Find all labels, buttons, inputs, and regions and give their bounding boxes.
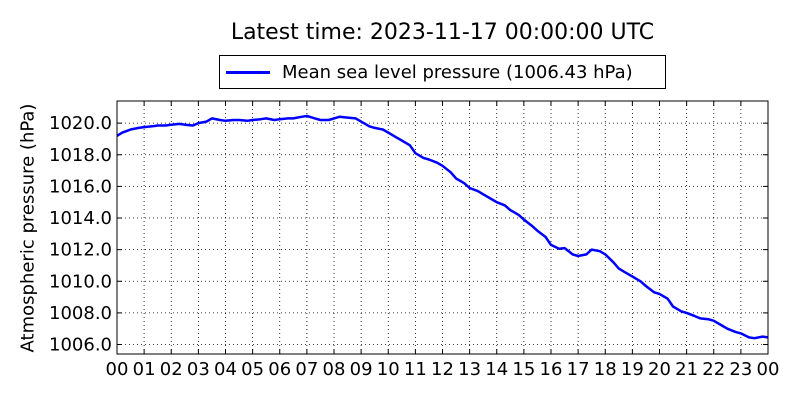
x-tick-label: 13 (458, 359, 481, 380)
x-tick-label: 12 (431, 359, 454, 380)
series-line-mean-sea-level-pressure (116, 114, 769, 340)
x-tick-label: 14 (485, 359, 508, 380)
y-tick-label: 1008.0 (49, 303, 112, 324)
x-tick-label: 20 (648, 359, 671, 380)
x-tick-label: 15 (512, 359, 535, 380)
y-tick-label: 1018.0 (49, 145, 112, 166)
x-tick-label: 00 (106, 359, 129, 380)
y-axis-label: Atmospheric pressure (hPa) (17, 103, 39, 353)
x-tick-label: 23 (729, 359, 752, 380)
x-tick-label: 02 (160, 359, 183, 380)
legend-line-swatch (226, 70, 270, 74)
x-tick-label: 19 (621, 359, 644, 380)
x-tick-label: 18 (594, 359, 617, 380)
x-tick-label: 07 (295, 359, 318, 380)
legend: Mean sea level pressure (1006.43 hPa) (219, 55, 666, 89)
x-tick-label: 03 (187, 359, 210, 380)
x-axis-ticks: 00 01 02 03 04 05 06 07 08 09 10 11 12 13 14 15 16 17 18 19… (106, 101, 780, 380)
y-axis-ticks: 1006.0 1008.0 1010.0 1012.0 1014.0 1016.0 1018… (49, 113, 768, 356)
y-tick-label: 1010.0 (49, 271, 112, 292)
chart-title: Latest time: 2023-11-17 00:00:00 UTC (230, 20, 655, 45)
y-tick-label: 1016.0 (49, 176, 112, 197)
x-tick-label: 09 (350, 359, 373, 380)
y-tick-label: 1020.0 (49, 113, 112, 134)
grid-lines (117, 101, 768, 354)
x-tick-label: 08 (323, 359, 346, 380)
x-tick-label: 01 (133, 359, 156, 380)
x-tick-label: 17 (567, 359, 590, 380)
x-tick-label: 06 (268, 359, 291, 380)
legend-entry-label: Mean sea level pressure (1006.43 hPa) (282, 61, 633, 83)
x-tick-label: 11 (404, 359, 427, 380)
x-tick-label: 16 (540, 359, 563, 380)
plot-frame (116, 100, 769, 355)
x-tick-label: 05 (241, 359, 264, 380)
y-tick-label: 1012.0 (49, 240, 112, 261)
x-tick-label: 00 (757, 359, 780, 380)
y-tick-label: 1006.0 (49, 335, 112, 356)
y-tick-label: 1014.0 (49, 208, 112, 229)
x-tick-label: 04 (214, 359, 237, 380)
x-tick-label: 22 (702, 359, 725, 380)
x-tick-label: 21 (675, 359, 698, 380)
x-tick-label: 10 (377, 359, 400, 380)
